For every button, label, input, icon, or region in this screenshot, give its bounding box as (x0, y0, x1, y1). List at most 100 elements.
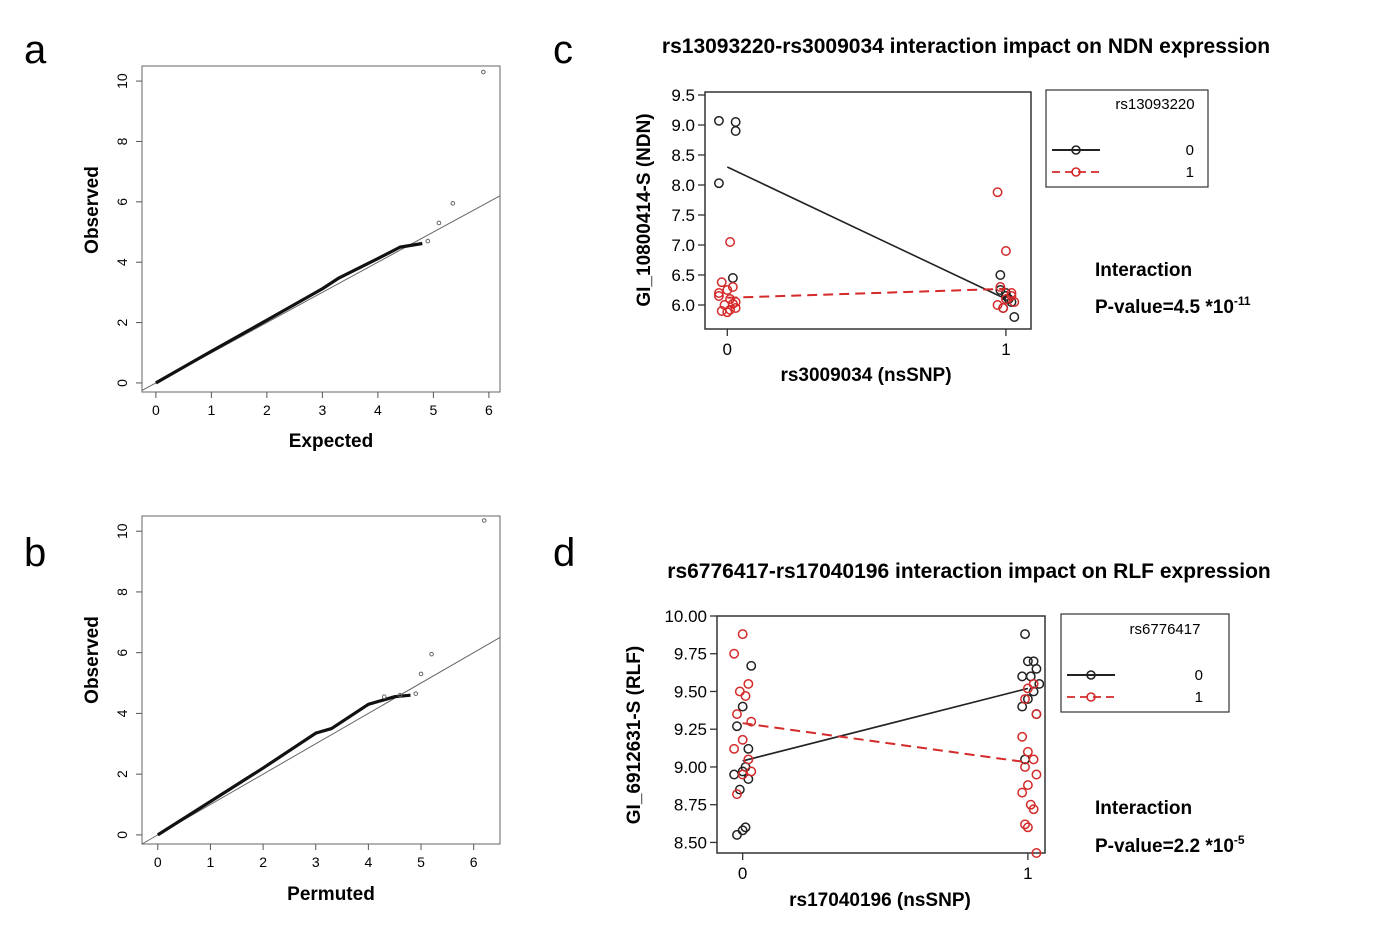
y-tick-label: 10 (114, 523, 130, 539)
axis-ticks: 0 1 8.50 8.75 9.00 9.25 9.50 9.75 10.00 (664, 607, 1032, 883)
data-point-1 (1017, 731, 1028, 742)
interaction-plot-d: rs6776417-rs17040196 interaction impact … (624, 560, 1271, 911)
panel-letter-b: b (24, 531, 46, 575)
data-point-0 (1017, 671, 1028, 682)
series-line-0 (742, 687, 1029, 762)
plot-frame (704, 91, 1032, 330)
data-point-1 (1020, 762, 1030, 772)
x-tick-label: 0 (723, 340, 732, 359)
legend-title: rs13093220 (1115, 96, 1194, 113)
data-point-1 (1017, 787, 1028, 798)
y-tick-label: 6.5 (671, 266, 695, 285)
x-axis-title: Permuted (287, 884, 375, 905)
x-tick-label: 3 (318, 402, 326, 418)
data-point-0 (1034, 678, 1045, 689)
outlier-point (450, 201, 456, 206)
legend-title: rs6776417 (1130, 621, 1201, 638)
data-point-1 (1009, 297, 1020, 307)
outlier-point (381, 694, 387, 700)
y-tick-label: 8 (114, 137, 130, 145)
legend-label-0: 0 (1186, 142, 1194, 159)
data-point-1 (992, 300, 1003, 310)
plot-frame (716, 615, 1046, 854)
y-tick-label: 10 (114, 73, 130, 89)
axis-ticks: 0 1 6.0 6.5 7.0 7.5 8.0 8.5 9.0 9.5 (671, 86, 1010, 359)
panel-letter-a: a (24, 28, 47, 72)
data-point-0 (1003, 294, 1014, 304)
x-axis-title: Expected (289, 431, 373, 452)
axis-ticks: 0 1 2 3 4 5 6 0 2 4 6 8 10 (114, 73, 493, 418)
x-tick-label: 1 (1023, 864, 1032, 883)
y-tick-label: 9.25 (674, 720, 707, 739)
data-point-1 (1028, 804, 1039, 815)
reference-line (141, 637, 501, 845)
interaction-plot-c: rs13093220-rs3009034 interaction impact … (634, 35, 1270, 386)
outlier-point (418, 671, 424, 677)
data-point-0 (737, 701, 748, 712)
outlier-point (429, 651, 434, 657)
x-tick-label: 2 (259, 854, 267, 870)
y-tick-label: 9.75 (674, 645, 707, 664)
data-point-1 (725, 294, 736, 304)
data-point-0 (1022, 694, 1033, 704)
y-tick-label: 7.0 (671, 236, 695, 255)
data-point-0 (730, 126, 741, 136)
y-tick-label: 9.5 (671, 86, 695, 105)
data-point-0 (743, 743, 754, 754)
data-point-1 (995, 282, 1006, 292)
y-tick-label: 8.0 (671, 176, 695, 195)
data-point-1 (713, 288, 724, 298)
data-point-0 (732, 721, 742, 732)
data-point-1 (732, 709, 742, 720)
y-tick-label: 10.00 (664, 607, 707, 626)
p-value-label: P-value=4.5 *10-11 (1095, 294, 1251, 318)
y-axis-title: Observed (82, 166, 103, 254)
y-tick-label: 0 (114, 379, 130, 387)
x-tick-label: 0 (738, 864, 747, 883)
data-point-1 (1031, 769, 1042, 780)
data-point-0 (713, 178, 724, 189)
data-point-1 (732, 789, 742, 800)
y-tick-label: 4 (114, 709, 130, 717)
data-point-0 (1009, 312, 1020, 322)
y-tick-label: 6.0 (671, 296, 695, 315)
legend-marker-1 (1086, 692, 1096, 702)
data-point-1 (725, 304, 736, 315)
data-point-1 (722, 285, 733, 295)
data-point-0 (1000, 291, 1011, 301)
data-point-1 (713, 291, 724, 301)
y-axis-title: Observed (82, 616, 103, 704)
data-point-1 (992, 187, 1003, 198)
x-tick-label: 5 (417, 854, 425, 870)
axis-ticks: 0 1 2 3 4 5 6 0 2 4 6 8 10 (114, 523, 478, 870)
legend-label-0: 0 (1195, 667, 1203, 684)
y-tick-label: 8.50 (674, 833, 707, 852)
legend-marker-0 (1071, 145, 1081, 155)
data-point-0 (1028, 686, 1039, 697)
data-point-0 (727, 273, 738, 283)
outlier-point (481, 518, 487, 523)
data-point-0 (995, 285, 1006, 295)
p-value-exponent: -5 (1234, 833, 1245, 847)
y-tick-label: 9.00 (674, 758, 707, 777)
x-tick-label: 0 (152, 402, 160, 418)
data-point-1 (1000, 246, 1011, 256)
qq-plot-b: 0 1 2 3 4 5 6 0 2 4 6 8 10 Permuted Observed (82, 515, 501, 905)
data-point-1 (1028, 678, 1039, 689)
data-point-0 (740, 822, 751, 833)
data-point-1 (1022, 746, 1033, 757)
y-tick-label: 8.75 (674, 796, 707, 815)
outlier-point (425, 238, 431, 244)
observed-curve (156, 693, 411, 837)
data-point-0 (995, 270, 1006, 280)
plot-frame (141, 65, 501, 393)
observed-curve (155, 241, 423, 385)
plot-marks (729, 629, 1045, 858)
x-tick-label: 0 (154, 854, 162, 870)
outlier-point (413, 691, 419, 696)
p-value-text: P-value=2.2 *10 (1095, 836, 1234, 857)
outlier-point (397, 692, 403, 698)
data-point-1 (1022, 780, 1033, 791)
panel-letter-d: d (553, 531, 575, 575)
data-point-1 (722, 307, 733, 318)
